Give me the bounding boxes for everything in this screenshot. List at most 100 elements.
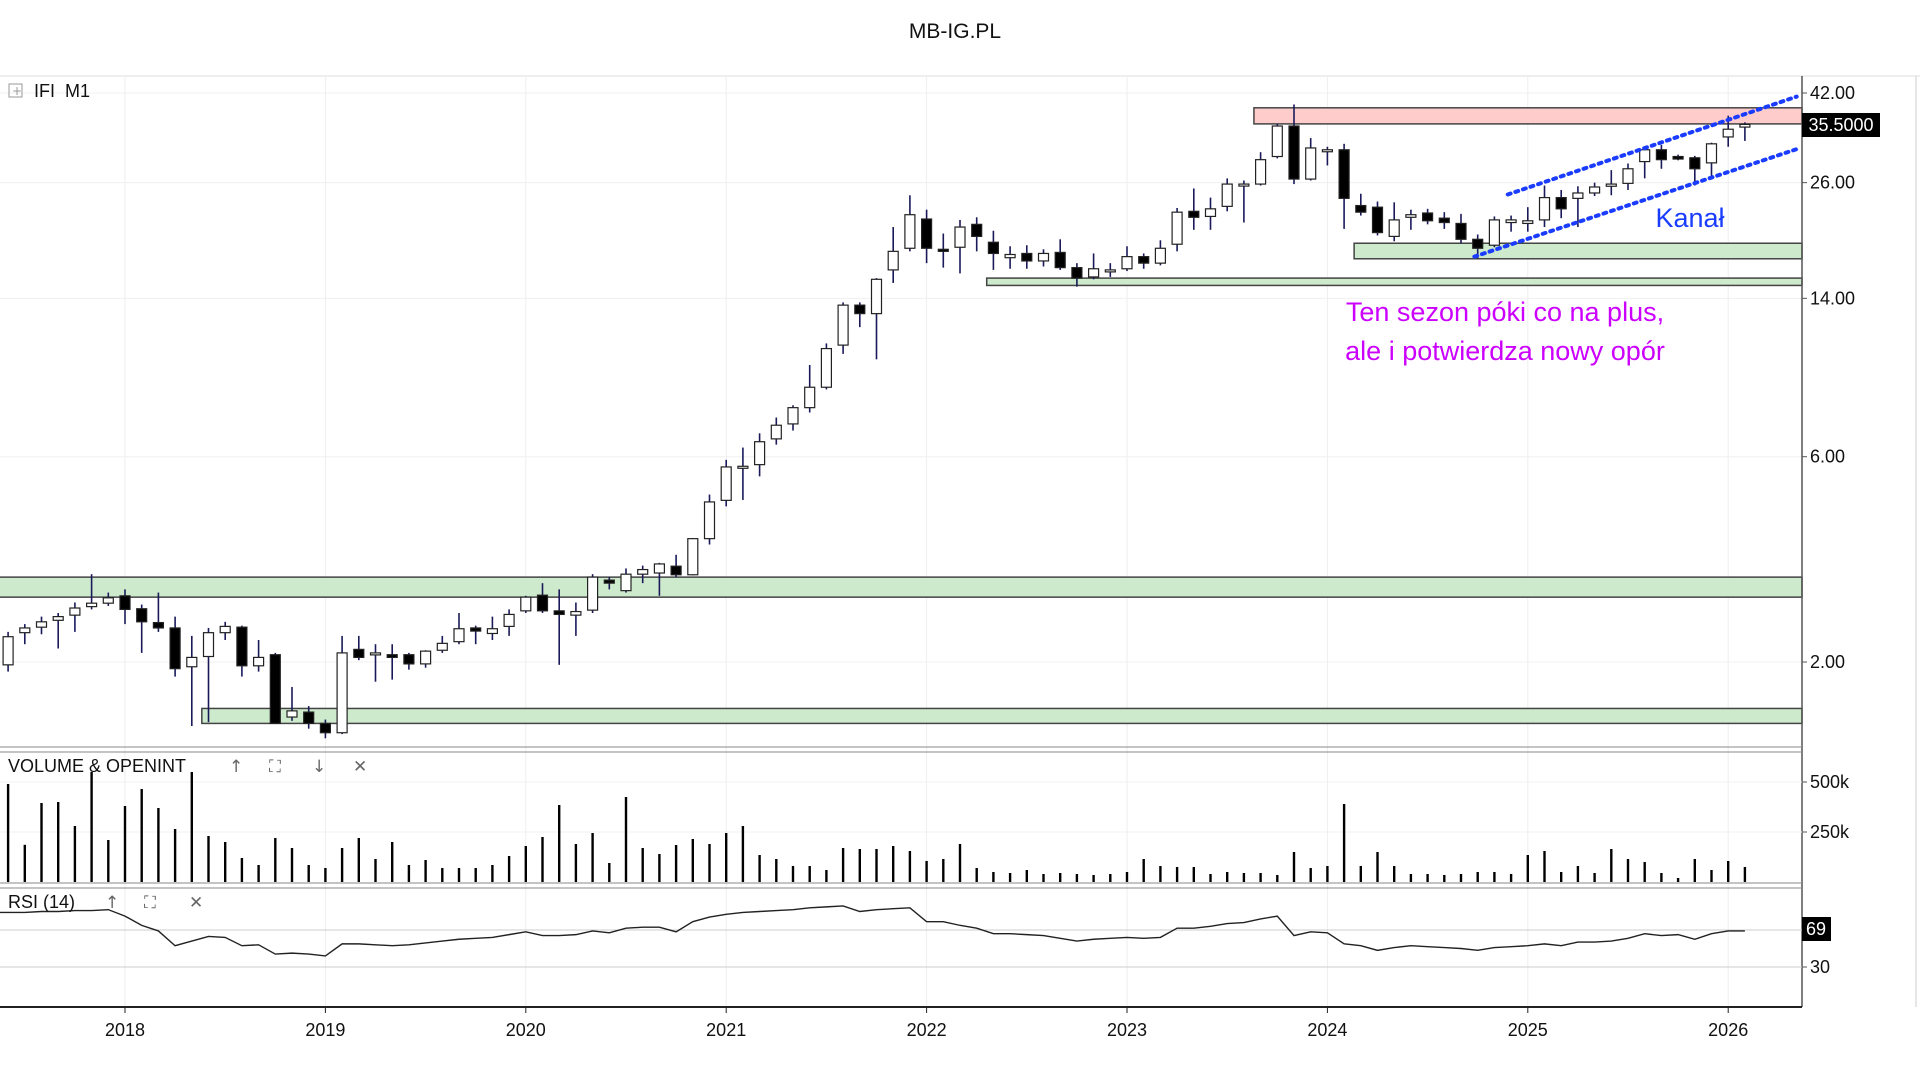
candle-body-up bbox=[870, 278, 883, 315]
candle-body-down bbox=[937, 248, 949, 252]
close-icon[interactable]: ✕ bbox=[353, 757, 367, 777]
candle bbox=[1605, 170, 1617, 196]
candle bbox=[1321, 146, 1334, 166]
arrow-up-icon[interactable]: ↑ bbox=[105, 893, 119, 913]
rsi-value-badge bbox=[1802, 917, 1831, 941]
candle bbox=[1655, 144, 1668, 169]
candle bbox=[1705, 142, 1718, 177]
candle-body-up bbox=[887, 250, 899, 271]
candle-body-up bbox=[1238, 183, 1250, 187]
candle-body-down bbox=[536, 594, 549, 612]
candle bbox=[737, 447, 749, 500]
candle-body-down bbox=[1555, 196, 1567, 210]
candle-body-up bbox=[837, 304, 849, 346]
candle bbox=[119, 589, 131, 625]
candle bbox=[369, 644, 382, 682]
candle-body-down bbox=[1188, 210, 1200, 218]
candle-body-up bbox=[737, 465, 749, 469]
candle-body-up bbox=[753, 441, 766, 466]
candle bbox=[219, 621, 231, 641]
candle-body-up bbox=[1321, 149, 1334, 153]
candle-body-up bbox=[336, 652, 348, 734]
last-price-label: 35.5000 bbox=[1808, 115, 1873, 135]
candle bbox=[1037, 249, 1050, 267]
volume-panel-label: VOLUME & OPENINT bbox=[8, 756, 186, 776]
candle bbox=[804, 364, 816, 413]
candle bbox=[1739, 122, 1751, 141]
candle bbox=[520, 595, 532, 613]
candle bbox=[720, 459, 732, 507]
candle bbox=[1588, 182, 1601, 197]
candle-body-down bbox=[1021, 252, 1033, 262]
rsi-panel-label: RSI (14) bbox=[8, 892, 75, 912]
candle bbox=[236, 625, 248, 677]
channel-lines bbox=[1472, 94, 1799, 259]
x-tick-label: 2025 bbox=[1508, 1020, 1548, 1040]
candle bbox=[1021, 245, 1033, 269]
candle bbox=[937, 233, 949, 268]
candle-body-down bbox=[854, 304, 866, 315]
channel-annotation: Kanał bbox=[1655, 203, 1724, 233]
candle bbox=[670, 554, 682, 578]
candle-body-down bbox=[169, 627, 181, 670]
candles bbox=[2, 104, 1751, 739]
x-tick-label: 2024 bbox=[1307, 1020, 1347, 1040]
candle bbox=[1138, 253, 1150, 269]
candle bbox=[1104, 263, 1116, 277]
candle-body-up bbox=[954, 226, 966, 248]
candle bbox=[553, 589, 565, 665]
candle-body-up bbox=[35, 621, 48, 628]
candle bbox=[403, 652, 415, 670]
maximize-icon[interactable]: ⛶ bbox=[144, 893, 156, 913]
candle bbox=[536, 583, 549, 613]
candle bbox=[1054, 239, 1066, 270]
comment-line-1: Ten sezon póki co na plus, bbox=[1346, 297, 1664, 327]
candle-body-down bbox=[353, 648, 365, 659]
candle bbox=[486, 616, 498, 641]
candle bbox=[152, 592, 164, 632]
candle bbox=[1087, 253, 1100, 280]
candle bbox=[820, 343, 833, 390]
candle bbox=[470, 625, 482, 645]
candle-body-up bbox=[436, 642, 448, 651]
plus-box-icon[interactable] bbox=[8, 83, 23, 98]
candle bbox=[420, 650, 432, 668]
chart-title: MB-IG.PL bbox=[908, 20, 1002, 43]
candle-body-up bbox=[1154, 247, 1167, 264]
candle bbox=[1154, 240, 1167, 266]
arrow-down-icon[interactable]: ↓ bbox=[312, 757, 326, 777]
candle-body-up bbox=[1204, 208, 1217, 218]
candle bbox=[253, 640, 265, 672]
candle-body-down bbox=[319, 722, 331, 734]
close-icon[interactable]: ✕ bbox=[189, 893, 203, 913]
candle bbox=[1288, 104, 1300, 185]
candle-body-down bbox=[1655, 149, 1668, 161]
candle-body-down bbox=[1338, 149, 1350, 199]
price-tick-label: 42.00 bbox=[1810, 83, 1855, 103]
price-tick-label: 6.00 bbox=[1810, 447, 1845, 467]
candle bbox=[870, 278, 883, 360]
arrow-up-icon[interactable]: ↑ bbox=[229, 757, 243, 777]
volume-bars bbox=[6, 772, 1747, 882]
maximize-icon[interactable]: ⛶ bbox=[269, 757, 281, 777]
candle bbox=[85, 574, 98, 610]
candle bbox=[1254, 152, 1267, 186]
candle bbox=[687, 538, 699, 576]
candle bbox=[69, 602, 81, 632]
candle bbox=[353, 635, 365, 661]
candle-body-down bbox=[119, 595, 131, 611]
candle-body-down bbox=[553, 610, 565, 616]
candle-body-down bbox=[152, 621, 164, 629]
candle bbox=[336, 635, 348, 735]
candle bbox=[787, 405, 799, 431]
candle bbox=[1305, 138, 1317, 181]
candle bbox=[920, 209, 933, 264]
candle-body-up bbox=[19, 627, 31, 634]
candle-body-up bbox=[2, 636, 14, 666]
rsi-line bbox=[0, 905, 1745, 957]
candle bbox=[1371, 201, 1384, 236]
candle bbox=[586, 574, 599, 613]
candle bbox=[971, 217, 983, 252]
x-axis: 2018 2019 2020 2021 2022 2023 2024 2025 2026 bbox=[105, 1007, 1748, 1040]
